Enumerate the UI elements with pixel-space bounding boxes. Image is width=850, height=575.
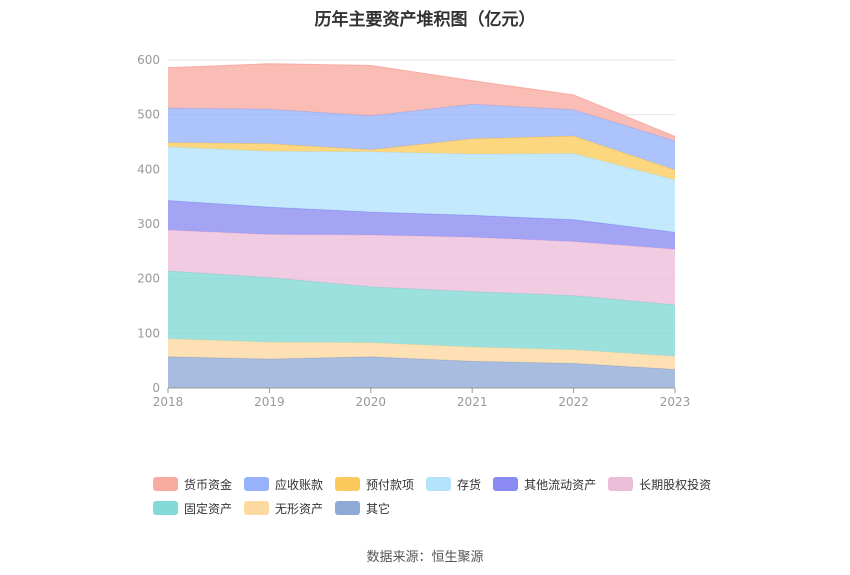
x-tick-label: 2019 — [254, 395, 285, 409]
area-series-edge — [167, 63, 676, 137]
legend-label: 无形资产 — [275, 501, 324, 516]
legend-item[interactable]: 其他流动资产 — [493, 476, 596, 493]
legend-swatch — [244, 477, 270, 491]
x-tick-label: 2022 — [558, 395, 589, 409]
area-series-预付款项[interactable] — [168, 136, 675, 180]
legend-label: 其它 — [366, 501, 391, 516]
area-series-固定资产[interactable] — [168, 271, 675, 357]
x-tick-label: 2018 — [153, 395, 184, 409]
area-series-货币资金[interactable] — [168, 63, 675, 141]
legend-row: 货币资金 应收账款 预付款项 存货 其他流动资产 长期股权投资 — [153, 472, 753, 496]
area-series-应收账款[interactable] — [168, 104, 675, 170]
area-series-无形资产[interactable] — [168, 338, 675, 370]
legend-item[interactable]: 存货 — [426, 476, 481, 493]
area-series-其他流动资产[interactable] — [168, 200, 675, 250]
x-tick-label: 2021 — [457, 395, 488, 409]
area-series-存货[interactable] — [168, 146, 675, 233]
legend-label: 长期股权投资 — [639, 477, 712, 492]
legend-item[interactable]: 应收账款 — [244, 476, 323, 493]
y-tick-label: 300 — [137, 217, 160, 231]
legend-label: 其他流动资产 — [524, 477, 597, 492]
legend-item[interactable]: 长期股权投资 — [608, 476, 711, 493]
legend-swatch — [426, 477, 452, 491]
legend-item[interactable]: 固定资产 — [153, 500, 232, 517]
legend-swatch — [153, 501, 178, 515]
legend-swatch — [335, 477, 361, 491]
legend-swatch — [153, 477, 178, 491]
chart-legend: 货币资金 应收账款 预付款项 存货 其他流动资产 长期股权投资固定资产 无形资产 其它 — [153, 472, 753, 520]
legend-item[interactable]: 货币资金 — [153, 476, 232, 493]
legend-swatch — [608, 477, 634, 491]
legend-label: 应收账款 — [275, 477, 324, 492]
legend-item[interactable]: 其它 — [335, 500, 390, 517]
legend-swatch — [493, 477, 519, 491]
legend-swatch — [244, 501, 270, 515]
data-source: 数据来源：恒生聚源 — [366, 550, 484, 565]
legend-swatch — [335, 501, 361, 515]
area-series-其它[interactable] — [168, 356, 675, 388]
area-series-长期股权投资[interactable] — [168, 230, 675, 305]
x-tick-label: 2023 — [660, 395, 691, 409]
legend-label: 货币资金 — [184, 477, 233, 492]
y-tick-label: 500 — [137, 108, 160, 122]
y-tick-label: 0 — [152, 381, 160, 395]
legend-label: 固定资产 — [184, 501, 233, 516]
legend-item[interactable]: 无形资产 — [244, 500, 323, 517]
legend-label: 存货 — [457, 477, 482, 492]
legend-label: 预付款项 — [366, 477, 415, 492]
legend-item[interactable]: 预付款项 — [335, 476, 414, 493]
chart-title: 历年主要资产堆积图（亿元） — [314, 10, 536, 30]
y-tick-label: 200 — [137, 272, 160, 286]
y-tick-label: 400 — [137, 162, 160, 176]
y-tick-label: 600 — [137, 53, 160, 67]
y-tick-label: 100 — [137, 326, 160, 340]
x-tick-label: 2020 — [356, 395, 387, 409]
legend-row: 固定资产 无形资产 其它 — [153, 496, 753, 520]
